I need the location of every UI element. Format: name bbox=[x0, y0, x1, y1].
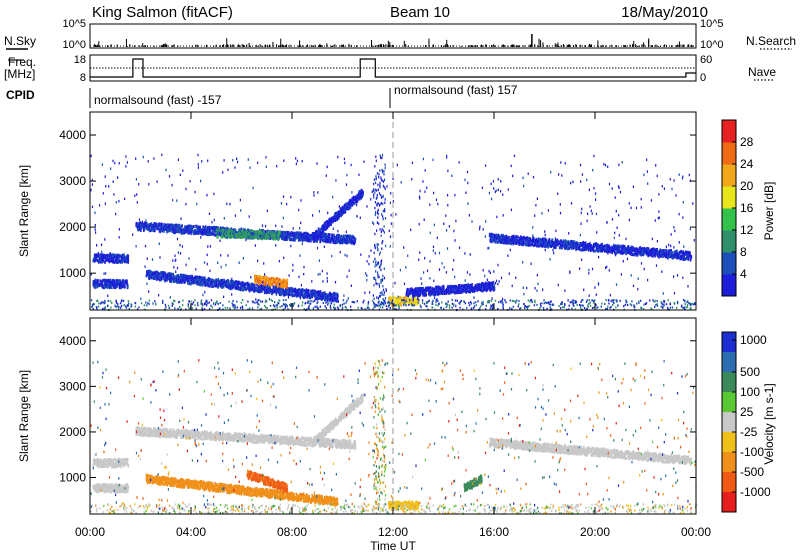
station-title: King Salmon (fitACF) bbox=[92, 4, 233, 21]
colorbar-tick-label: 16 bbox=[740, 201, 754, 215]
nsky-label: N.Sky bbox=[4, 34, 36, 48]
x-tick-label: 12:00 bbox=[378, 525, 408, 539]
colorbar-swatch bbox=[722, 120, 736, 143]
x-tick-label: 08:00 bbox=[277, 525, 307, 539]
cpid-segment-1: normalsound (fast) -157 bbox=[94, 93, 222, 107]
y-tick-1000: 1000 bbox=[59, 266, 696, 280]
power-y-axis: 1000 2000 3000 4000 bbox=[59, 128, 696, 280]
colorbar-swatch bbox=[722, 372, 736, 393]
x-tick-label: 20:00 bbox=[580, 525, 610, 539]
y-tick-4000: 4000 bbox=[59, 128, 696, 142]
velocity-ylabel: Slant Range [km] bbox=[17, 370, 31, 462]
nsky-spikes bbox=[90, 34, 696, 47]
x-tick-label: 00:00 bbox=[681, 525, 711, 539]
colorbar-swatch bbox=[722, 252, 736, 275]
freq-tick-bottom: 8 bbox=[80, 72, 86, 84]
colorbar-swatch bbox=[722, 142, 736, 165]
colorbar-swatch bbox=[722, 332, 736, 353]
colorbar-tick-label: 8 bbox=[740, 245, 747, 259]
nave-label: Nave bbox=[748, 65, 776, 79]
nsearch-tick-bottom: 10^0 bbox=[700, 39, 724, 51]
y-tick-label: 4000 bbox=[59, 128, 86, 142]
y-tick-4000: 4000 bbox=[59, 334, 696, 348]
nsearch-tick-top: 10^5 bbox=[700, 18, 724, 30]
cpid-label: CPID bbox=[6, 88, 35, 102]
colorbar-swatch bbox=[722, 452, 736, 473]
velocity-y-axis: 1000 2000 3000 4000 bbox=[59, 334, 696, 485]
colorbar-swatch bbox=[722, 186, 736, 209]
nsky-panel: 10^5 10^0 10^5 10^0 N.Sky N.Search bbox=[4, 18, 796, 51]
colorbar-tick-label: 4 bbox=[740, 267, 747, 281]
nave-tick-bottom: 0 bbox=[700, 72, 706, 84]
x-tick-label: 04:00 bbox=[176, 525, 206, 539]
y-tick-label: 3000 bbox=[59, 174, 86, 188]
nsearch-label: N.Search bbox=[746, 34, 796, 48]
y-tick-3000: 3000 bbox=[59, 174, 696, 188]
x-tick-label: 00:00 bbox=[75, 525, 105, 539]
y-tick-2000: 2000 bbox=[59, 220, 696, 234]
colorbar-tick-label: 100 bbox=[740, 385, 760, 399]
freq-tick-top: 18 bbox=[74, 54, 86, 66]
colorbar-tick-label: 20 bbox=[740, 179, 754, 193]
power-colorbar: 4 8 12 16 20 24 28 bbox=[721, 119, 754, 297]
nsky-tick-top: 10^5 bbox=[62, 18, 86, 30]
power-echoes bbox=[90, 112, 696, 312]
colorbar-tick-label: -500 bbox=[740, 465, 764, 479]
colorbar-swatch bbox=[722, 274, 736, 297]
power-ylabel: Slant Range [km] bbox=[17, 165, 31, 257]
freq-label: Freq. bbox=[8, 55, 36, 69]
y-tick-2000: 2000 bbox=[59, 425, 696, 439]
y-tick-label: 1000 bbox=[59, 471, 86, 485]
y-tick-label: 2000 bbox=[59, 220, 86, 234]
colorbar-swatch bbox=[722, 352, 736, 373]
freq-unit-label: [MHz] bbox=[4, 67, 35, 81]
colorbar-swatch bbox=[722, 208, 736, 231]
velocity-colorbar-label: Velocity [m s-1] bbox=[762, 383, 776, 464]
colorbar-tick-label: 500 bbox=[740, 365, 760, 379]
date-title: 18/May/2010 bbox=[621, 4, 708, 21]
cpid-segment-2: normalsound (fast) 157 bbox=[394, 83, 518, 97]
velocity-x-axis: 00:00 04:00 08:00 12:00 16:00 20:00 00:00 bbox=[75, 318, 711, 539]
colorbar-tick-label: 24 bbox=[740, 157, 754, 171]
colorbar-tick-label: -25 bbox=[740, 425, 758, 439]
power-colorbar-label: Power [dB] bbox=[762, 182, 776, 241]
colorbar-tick-label: 25 bbox=[740, 405, 754, 419]
colorbar-tick-label: -1000 bbox=[740, 485, 771, 499]
velocity-colorbar: 1000 500 100 25 -25 -100 -500 -1000 bbox=[721, 331, 771, 513]
colorbar-swatch bbox=[722, 472, 736, 493]
y-tick-label: 1000 bbox=[59, 266, 86, 280]
power-panel: 1000 2000 3000 4000 Slant Range [km] bbox=[17, 111, 697, 312]
colorbar-tick-label: 12 bbox=[740, 223, 754, 237]
velocity-echoes bbox=[90, 318, 698, 516]
colorbar-swatch bbox=[722, 412, 736, 433]
colorbar-tick-label: -100 bbox=[740, 445, 764, 459]
colorbar-swatch bbox=[722, 230, 736, 253]
colorbar-swatch bbox=[722, 432, 736, 453]
colorbar-swatch bbox=[722, 164, 736, 187]
colorbar-tick-label: 1000 bbox=[740, 333, 767, 347]
y-tick-1000: 1000 bbox=[59, 471, 696, 485]
x-axis-title: Time UT bbox=[370, 539, 416, 553]
nave-tick-top: 60 bbox=[700, 54, 712, 66]
colorbar-swatch bbox=[722, 492, 736, 513]
y-tick-label: 2000 bbox=[59, 425, 86, 439]
colorbar-tick-label: 28 bbox=[740, 135, 754, 149]
y-tick-label: 3000 bbox=[59, 379, 86, 393]
velocity-panel: 1000 2000 3000 4000 00:00 04:00 08:00 12:00 16:… bbox=[17, 317, 711, 539]
cpid-bar: CPID normalsound (fast) -157 normalsound… bbox=[6, 83, 518, 108]
x-tick-label: 16:00 bbox=[479, 525, 509, 539]
y-tick-label: 4000 bbox=[59, 334, 86, 348]
beam-title: Beam 10 bbox=[390, 4, 450, 21]
nsky-tick-bottom: 10^0 bbox=[62, 39, 86, 51]
power-x-ticks bbox=[89, 112, 697, 310]
y-tick-3000: 3000 bbox=[59, 379, 696, 393]
freq-panel: 18 8 60 0 Freq. [MHz] Nave bbox=[4, 54, 776, 84]
colorbar-swatch bbox=[722, 392, 736, 413]
